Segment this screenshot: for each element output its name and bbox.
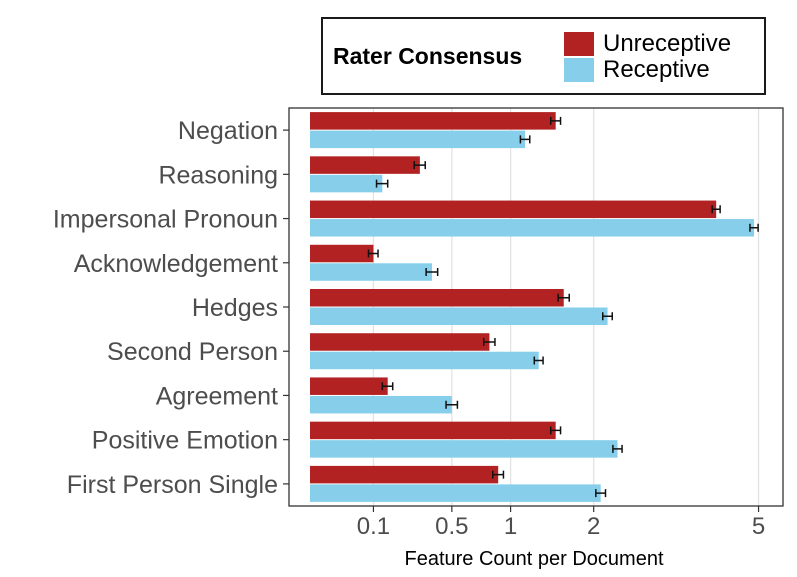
bar-receptive-8 bbox=[310, 440, 618, 458]
error-bar-receptive-7 bbox=[445, 400, 459, 409]
bar-unreceptive-1 bbox=[310, 112, 556, 130]
error-bar-receptive-6 bbox=[533, 356, 544, 365]
legend-label-receptive: Receptive bbox=[603, 56, 710, 83]
legend-label-unreceptive: Unreceptive bbox=[603, 30, 732, 57]
error-bar-receptive-4 bbox=[425, 268, 439, 277]
x-tick-label-1: 1 bbox=[504, 513, 517, 540]
bar-receptive-7 bbox=[310, 395, 452, 414]
bar-unreceptive-6 bbox=[310, 333, 490, 351]
error-bar-unreceptive-3 bbox=[711, 205, 721, 214]
bar-receptive-9 bbox=[310, 484, 601, 502]
category-label-9: First Person Single bbox=[67, 471, 278, 499]
category-label-7: Agreement bbox=[156, 382, 278, 410]
error-bar-unreceptive-9 bbox=[492, 470, 505, 479]
bar-unreceptive-9 bbox=[310, 465, 499, 484]
category-label-8: Positive Emotion bbox=[92, 427, 278, 455]
category-label-1: Negation bbox=[178, 117, 278, 145]
bar-unreceptive-8 bbox=[310, 421, 556, 440]
error-bar-receptive-3 bbox=[749, 223, 759, 232]
bar-receptive-2 bbox=[310, 174, 383, 193]
x-tick-label-0.1: 0.1 bbox=[357, 513, 390, 540]
category-label-6: Second Person bbox=[107, 338, 278, 366]
error-bar-receptive-5 bbox=[602, 312, 613, 321]
error-bar-receptive-1 bbox=[519, 135, 531, 144]
error-bar-unreceptive-1 bbox=[549, 116, 562, 125]
error-bar-unreceptive-8 bbox=[549, 426, 562, 435]
error-bar-receptive-2 bbox=[375, 179, 389, 188]
legend-title: Rater Consensus bbox=[333, 43, 523, 69]
x-tick-label-2: 2 bbox=[587, 513, 600, 540]
bar-unreceptive-2 bbox=[310, 156, 420, 174]
legend-key-unreceptive bbox=[564, 32, 594, 56]
bar-unreceptive-3 bbox=[310, 200, 717, 219]
bar-receptive-6 bbox=[310, 351, 539, 370]
legend-key-receptive bbox=[564, 58, 594, 82]
bar-receptive-5 bbox=[310, 307, 608, 325]
bar-unreceptive-5 bbox=[310, 289, 564, 307]
bar-receptive-3 bbox=[310, 219, 755, 237]
plot-panel bbox=[289, 108, 783, 506]
category-label-5: Hedges bbox=[192, 294, 278, 322]
bar-receptive-1 bbox=[310, 130, 526, 149]
bar-unreceptive-4 bbox=[310, 244, 374, 263]
error-bar-unreceptive-6 bbox=[482, 337, 496, 346]
bar-receptive-4 bbox=[310, 263, 433, 281]
chart-legend: Rater Consensus Unreceptive Receptive bbox=[321, 17, 766, 95]
plot-border bbox=[288, 107, 784, 507]
category-label-2: Reasoning bbox=[158, 161, 278, 189]
x-tick-label-0.5: 0.5 bbox=[435, 513, 468, 540]
category-label-4: Acknowledgement bbox=[74, 250, 278, 278]
error-bar-unreceptive-2 bbox=[413, 161, 426, 170]
category-label-3: Impersonal Pronoun bbox=[53, 206, 278, 234]
bar-unreceptive-7 bbox=[310, 377, 388, 395]
x-tick-label-5: 5 bbox=[752, 513, 765, 540]
error-bar-unreceptive-5 bbox=[557, 293, 570, 302]
error-bar-receptive-9 bbox=[595, 489, 607, 498]
error-bar-unreceptive-7 bbox=[381, 382, 394, 391]
x-axis-title: Feature Count per Document bbox=[404, 548, 663, 570]
error-bar-receptive-8 bbox=[612, 444, 623, 453]
error-bar-unreceptive-4 bbox=[367, 249, 379, 258]
